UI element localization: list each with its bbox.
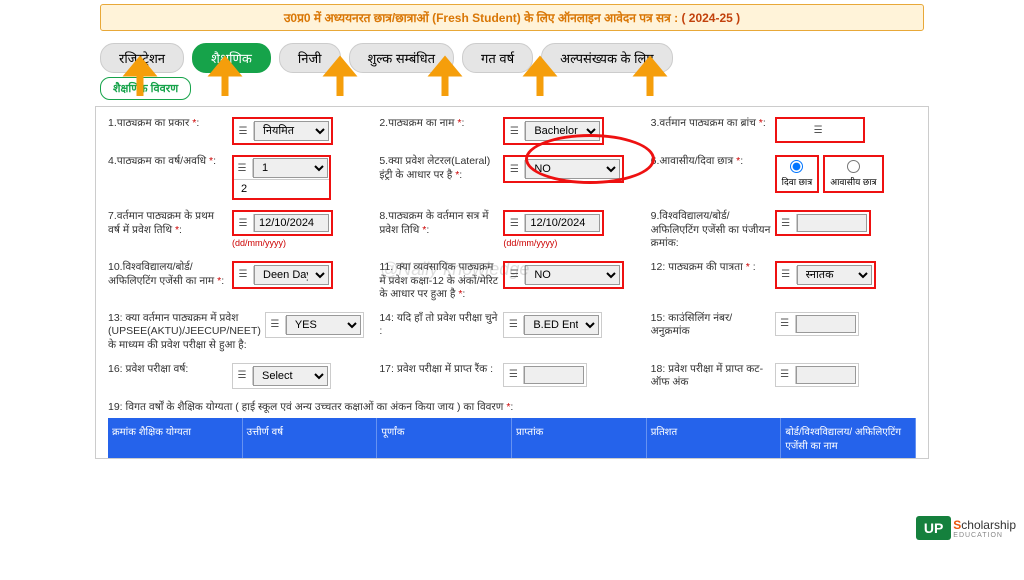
tab-personal[interactable]: निजी xyxy=(279,43,341,73)
date-format-hint: (dd/mm/yyyy) xyxy=(232,238,333,248)
label-branch: 3.वर्तमान पाठ्यक्रम का ब्रांच *: xyxy=(651,117,771,131)
form-container: 1.पाठ्यक्रम का प्रकार *: ☰नियमित 2.पाठ्य… xyxy=(95,106,929,459)
input-cutoff[interactable] xyxy=(796,366,856,384)
label-exam-name: 14: यदि हाँ तो प्रवेश परीक्षा चुने : xyxy=(379,312,499,339)
qualification-table-header: क्रमांक शैक्षिक योग्यता उत्तीर्ण वर्ष पू… xyxy=(108,418,916,458)
logo-badge: UP xyxy=(916,516,951,540)
select-class12-merit[interactable]: NO xyxy=(525,265,620,285)
list-icon: ☰ xyxy=(779,266,797,284)
list-icon: ☰ xyxy=(268,316,286,334)
tab-academic[interactable]: शैक्षणिक xyxy=(192,43,271,73)
label-reg-number: 9.विश्वविद्यालय/बोर्ड/ अफिलिएटिंग एजेंसी… xyxy=(651,210,771,251)
input-current-session-date[interactable] xyxy=(525,214,600,232)
select-lateral[interactable]: NO xyxy=(525,159,620,179)
select-eligibility[interactable]: स्नातक xyxy=(797,265,872,285)
list-icon: ☰ xyxy=(236,214,254,232)
list-icon: ☰ xyxy=(507,122,525,140)
col-total-marks: पूर्णांक xyxy=(377,418,512,458)
tab-registration[interactable]: रजिस्ट्रेशन xyxy=(100,43,184,73)
tab-lastyear[interactable]: गत वर्ष xyxy=(462,43,533,73)
tab-minority[interactable]: अल्पसंख्यक के लिए xyxy=(541,43,672,73)
list-icon: ☰ xyxy=(507,266,525,284)
date-format-hint: (dd/mm/yyyy) xyxy=(503,238,604,248)
label-exam-rank: 17: प्रवेश परीक्षा में प्राप्त रैंक : xyxy=(379,363,499,377)
col-qualification: क्रमांक शैक्षिक योग्यता xyxy=(108,418,243,458)
list-icon: ☰ xyxy=(507,160,525,178)
page-header: उ0प्र0 में अध्ययनरत छात्र/छात्राओं (Fres… xyxy=(100,4,924,31)
col-pass-year: उत्तीर्ण वर्ष xyxy=(243,418,378,458)
list-icon: ☰ xyxy=(778,315,796,333)
input-first-year-date[interactable] xyxy=(254,214,329,232)
label-course-name: 2.पाठ्यक्रम का नाम *: xyxy=(379,117,499,131)
select-entrance-exam[interactable]: YES xyxy=(286,315,361,335)
tab-fee[interactable]: शुल्क सम्बंधित xyxy=(349,43,455,73)
select-exam-name[interactable]: B.ED Ent xyxy=(524,315,599,335)
list-icon: ☰ xyxy=(507,214,525,232)
list-icon: ☰ xyxy=(779,214,797,232)
label-university-name: 10.विश्वविद्यालय/बोर्ड/ अफिलिएटिंग एजेंस… xyxy=(108,261,228,288)
list-icon: ☰ xyxy=(506,366,524,384)
brand-logo: UP Scholarship EDUCATION xyxy=(916,516,1016,540)
list-icon: ☰ xyxy=(236,122,254,140)
label-entrance-exam: 13: क्या वर्तमान पाठ्यक्रम में प्रवेश (U… xyxy=(108,312,261,353)
radio-day-scholar[interactable]: दिवा छात्र xyxy=(775,155,820,193)
section-19-label: 19: विगत वर्षों के शैक्षिक योग्यता ( हाई… xyxy=(108,400,916,414)
select-year[interactable]: 1 xyxy=(253,158,328,178)
col-obtained-marks: प्राप्तांक xyxy=(512,418,647,458)
label-eligibility: 12: पाठ्यक्रम की पात्रता * : xyxy=(651,261,771,275)
label-exam-year: 16: प्रवेश परीक्षा वर्ष: xyxy=(108,363,228,377)
select-course-type[interactable]: नियमित xyxy=(254,121,329,141)
label-course-type: 1.पाठ्यक्रम का प्रकार *: xyxy=(108,117,228,131)
label-class12-merit: 11. क्या व्यवसायिक पाठ्यक्रम में प्रवेश … xyxy=(379,261,499,302)
label-lateral: 5.क्या प्रवेश लेटरल(Lateral) इंट्री के आ… xyxy=(379,155,499,182)
label-year-duration: 4.पाठ्यक्रम का वर्ष/अवधि *: xyxy=(108,155,228,169)
list-icon: ☰ xyxy=(236,266,254,284)
input-reg-number[interactable] xyxy=(797,214,867,232)
list-icon: ☰ xyxy=(235,159,253,177)
radio-hosteller[interactable]: आवासीय छात्र xyxy=(823,155,883,193)
input-counselling-no[interactable] xyxy=(796,315,856,333)
label-current-session-date: 8.पाठ्यक्रम के वर्तमान सत्र में प्रवेश त… xyxy=(379,210,499,237)
subtab-academic-detail[interactable]: शैक्षणिक विवरण xyxy=(100,77,191,100)
col-board: बोर्ड/विश्वविद्यालय/ अफिलिएटिंग एजेंसी क… xyxy=(781,418,916,458)
list-icon: ☰ xyxy=(506,316,524,334)
label-counselling-no: 15: काउंसिलिंग नंबर/अनुक्रमांक xyxy=(651,312,771,339)
col-percentage: प्रतिशत xyxy=(647,418,782,458)
list-icon: ☰ xyxy=(811,121,829,139)
label-first-year-date: 7.वर्तमान पाठ्यक्रम के प्रथम वर्ष में प्… xyxy=(108,210,228,237)
list-icon: ☰ xyxy=(235,367,253,385)
select-course-name[interactable]: Bachelor xyxy=(525,121,600,141)
label-hosteller: 6.आवासीय/दिवा छात्र *: xyxy=(651,155,771,169)
duration-value: 2 xyxy=(235,181,253,197)
select-exam-year[interactable]: Select xyxy=(253,366,328,386)
input-exam-rank[interactable] xyxy=(524,366,584,384)
label-cutoff: 18: प्रवेश परीक्षा में प्राप्त कट-ऑफ अंक xyxy=(651,363,771,390)
select-university[interactable]: Deen Day xyxy=(254,265,329,285)
tab-bar: रजिस्ट्रेशन शैक्षणिक निजी शुल्क सम्बंधित… xyxy=(0,35,1024,77)
list-icon: ☰ xyxy=(778,366,796,384)
